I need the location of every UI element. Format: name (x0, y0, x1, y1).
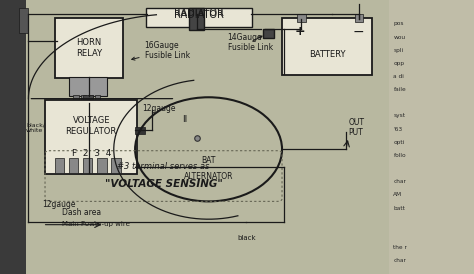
Text: wou: wou (393, 35, 406, 39)
Text: VOLTAGE
REGULATOR: VOLTAGE REGULATOR (65, 116, 117, 136)
Text: syst: syst (393, 113, 405, 118)
FancyBboxPatch shape (69, 77, 107, 96)
Bar (135, 127, 145, 134)
Text: #3 terminal serves as: #3 terminal serves as (118, 162, 210, 171)
Text: opp: opp (393, 61, 404, 66)
Bar (111, 158, 121, 173)
Text: Main Power-up wire: Main Power-up wire (62, 221, 129, 227)
Text: ALTERNATOR: ALTERNATOR (184, 172, 233, 181)
Text: 16Gauge
Fusible Link: 16Gauge Fusible Link (132, 41, 190, 60)
Text: OUT
PUT: OUT PUT (348, 118, 365, 137)
FancyBboxPatch shape (282, 18, 372, 75)
FancyBboxPatch shape (189, 8, 204, 30)
Text: follo: follo (393, 153, 406, 158)
Text: char: char (393, 258, 406, 263)
Text: AM: AM (393, 192, 402, 197)
Bar (83, 158, 92, 173)
Text: HORN
RELAY: HORN RELAY (76, 38, 102, 58)
Text: faile: faile (393, 87, 406, 92)
Text: the r: the r (393, 245, 407, 250)
Text: pos: pos (393, 21, 404, 26)
Text: 12gauge: 12gauge (142, 104, 176, 113)
Text: black: black (237, 235, 256, 241)
FancyBboxPatch shape (263, 29, 274, 38)
Text: BAT: BAT (201, 156, 216, 165)
Bar (297, 14, 306, 22)
Bar (97, 158, 107, 173)
Text: '63: '63 (393, 127, 402, 132)
Text: black/
white: black/ white (26, 122, 45, 133)
Text: BATTERY: BATTERY (309, 50, 346, 59)
Text: "VOLTAGE SENSING": "VOLTAGE SENSING" (105, 179, 222, 189)
Bar (0, 0, 26, 274)
Text: batt: batt (393, 206, 405, 210)
Text: char: char (393, 179, 406, 184)
Text: −: − (352, 25, 364, 39)
Text: 12gauge: 12gauge (43, 200, 76, 209)
Text: opti: opti (393, 140, 405, 145)
Bar (55, 158, 64, 173)
Bar (83, 95, 93, 103)
Bar (389, 0, 474, 274)
Text: spli: spli (393, 48, 403, 53)
Text: Dash area: Dash area (62, 208, 101, 217)
Bar (81, 95, 86, 103)
Text: a di: a di (393, 74, 404, 79)
FancyBboxPatch shape (146, 8, 252, 27)
Bar (355, 14, 363, 22)
Text: RADIATOR: RADIATOR (174, 8, 224, 18)
Text: F  2  3  4: F 2 3 4 (72, 149, 111, 158)
FancyBboxPatch shape (45, 100, 137, 174)
Bar (95, 95, 100, 103)
Text: 14Gauge
Fusible Link: 14Gauge Fusible Link (228, 33, 273, 52)
Bar (73, 95, 79, 103)
Bar (19, 8, 28, 33)
Bar (69, 158, 78, 173)
Text: RADIATOR: RADIATOR (174, 10, 224, 19)
Text: II: II (182, 115, 188, 124)
FancyBboxPatch shape (55, 18, 123, 78)
Text: +: + (294, 25, 305, 38)
Bar (88, 95, 93, 103)
